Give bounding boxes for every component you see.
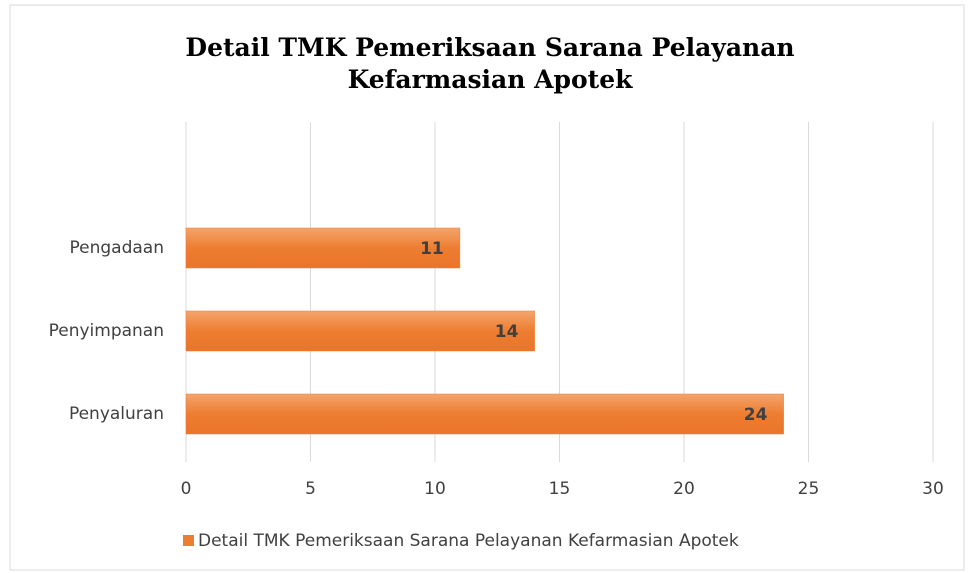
y-tick-label: Penyaluran [69, 404, 164, 424]
legend-label: Detail TMK Pemeriksaan Sarana Pelayanan … [198, 531, 739, 551]
data-label: 14 [495, 322, 519, 342]
x-tick-label: 15 [549, 479, 571, 499]
bar [185, 393, 784, 435]
x-tick-label: 0 [181, 479, 192, 499]
y-tick-label: Penyimpanan [49, 321, 164, 341]
data-label: 11 [420, 239, 444, 259]
x-tick-label: 10 [424, 479, 446, 499]
data-label: 24 [744, 405, 768, 425]
bar [185, 227, 461, 269]
y-tick-label: Pengadaan [70, 238, 165, 258]
x-tick-label: 25 [798, 479, 820, 499]
x-tick-label: 5 [305, 479, 316, 499]
chart-title: Detail TMK Pemeriksaan Sarana Pelayanan … [185, 33, 795, 94]
chart-border [9, 4, 965, 571]
x-tick-label: 20 [673, 479, 695, 499]
legend-swatch [183, 535, 194, 546]
bar [185, 310, 535, 352]
x-tick-label: 30 [922, 479, 944, 499]
